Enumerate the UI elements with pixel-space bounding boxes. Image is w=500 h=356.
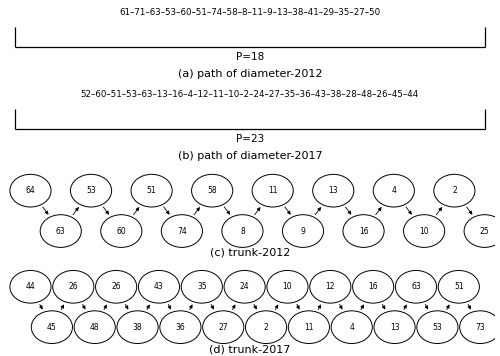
Ellipse shape	[464, 215, 500, 247]
Ellipse shape	[417, 311, 458, 344]
Ellipse shape	[131, 174, 172, 207]
Text: 2: 2	[452, 186, 457, 195]
Text: 26: 26	[68, 282, 78, 291]
Text: 13: 13	[328, 186, 338, 195]
Text: 51: 51	[147, 186, 156, 195]
Text: (b) path of diameter-2017: (b) path of diameter-2017	[178, 151, 322, 161]
Text: 63: 63	[411, 282, 421, 291]
Text: 16: 16	[368, 282, 378, 291]
Text: 24: 24	[240, 282, 250, 291]
Ellipse shape	[396, 271, 436, 303]
Text: 4: 4	[392, 186, 396, 195]
Ellipse shape	[181, 271, 222, 303]
Text: 9: 9	[300, 226, 306, 236]
Ellipse shape	[10, 271, 51, 303]
Text: 48: 48	[90, 323, 100, 332]
Ellipse shape	[10, 174, 51, 207]
Text: 12: 12	[326, 282, 335, 291]
Text: 11: 11	[268, 186, 278, 195]
Text: 53: 53	[86, 186, 96, 195]
Text: 36: 36	[176, 323, 186, 332]
Text: 51: 51	[454, 282, 464, 291]
Ellipse shape	[117, 311, 158, 344]
Ellipse shape	[373, 174, 414, 207]
Text: 16: 16	[358, 226, 368, 236]
Ellipse shape	[374, 311, 415, 344]
Ellipse shape	[404, 215, 444, 247]
Ellipse shape	[192, 174, 232, 207]
Text: 73: 73	[476, 323, 485, 332]
Ellipse shape	[96, 271, 136, 303]
Ellipse shape	[343, 215, 384, 247]
Ellipse shape	[434, 174, 475, 207]
Text: P=23: P=23	[236, 134, 264, 144]
Ellipse shape	[52, 271, 94, 303]
Text: (d) trunk-2017: (d) trunk-2017	[210, 344, 290, 354]
Ellipse shape	[438, 271, 480, 303]
Ellipse shape	[160, 311, 201, 344]
Ellipse shape	[288, 311, 330, 344]
Text: 35: 35	[197, 282, 206, 291]
Text: 13: 13	[390, 323, 400, 332]
Text: 8: 8	[240, 226, 245, 236]
Ellipse shape	[100, 215, 142, 247]
Ellipse shape	[162, 215, 202, 247]
Text: 25: 25	[480, 226, 490, 236]
Ellipse shape	[40, 215, 82, 247]
Ellipse shape	[460, 311, 500, 344]
Ellipse shape	[32, 311, 72, 344]
Text: 38: 38	[133, 323, 142, 332]
Text: 53: 53	[432, 323, 442, 332]
Ellipse shape	[331, 311, 372, 344]
Text: 11: 11	[304, 323, 314, 332]
Text: 60: 60	[116, 226, 126, 236]
Ellipse shape	[352, 271, 394, 303]
Ellipse shape	[310, 271, 351, 303]
Ellipse shape	[202, 311, 244, 344]
Ellipse shape	[222, 215, 263, 247]
Text: 2: 2	[264, 323, 268, 332]
Text: 43: 43	[154, 282, 164, 291]
Text: (a) path of diameter-2012: (a) path of diameter-2012	[178, 69, 322, 79]
Ellipse shape	[74, 311, 116, 344]
Text: 27: 27	[218, 323, 228, 332]
Text: 58: 58	[208, 186, 217, 195]
Text: 10: 10	[282, 282, 292, 291]
Text: 52–60–51–53–63–13–16–4–12–11–10–2–24–27–35–36–43–38–28–48–26–45–44: 52–60–51–53–63–13–16–4–12–11–10–2–24–27–…	[81, 90, 419, 99]
Ellipse shape	[224, 271, 265, 303]
Text: 63: 63	[56, 226, 66, 236]
Text: 44: 44	[26, 282, 36, 291]
Ellipse shape	[267, 271, 308, 303]
Text: 74: 74	[177, 226, 186, 236]
Text: 26: 26	[112, 282, 121, 291]
Ellipse shape	[252, 174, 294, 207]
Ellipse shape	[282, 215, 324, 247]
Text: (c) trunk-2012: (c) trunk-2012	[210, 248, 290, 258]
Ellipse shape	[70, 174, 112, 207]
Text: 64: 64	[26, 186, 36, 195]
Text: 45: 45	[47, 323, 57, 332]
Ellipse shape	[246, 311, 286, 344]
Text: 61–71–63–53–60–51–74–58–8–11–9–13–38–41–29–35–27–50: 61–71–63–53–60–51–74–58–8–11–9–13–38–41–…	[120, 9, 380, 17]
Text: 10: 10	[420, 226, 429, 236]
Ellipse shape	[138, 271, 179, 303]
Ellipse shape	[312, 174, 354, 207]
Text: P=18: P=18	[236, 52, 264, 62]
Text: 4: 4	[350, 323, 354, 332]
